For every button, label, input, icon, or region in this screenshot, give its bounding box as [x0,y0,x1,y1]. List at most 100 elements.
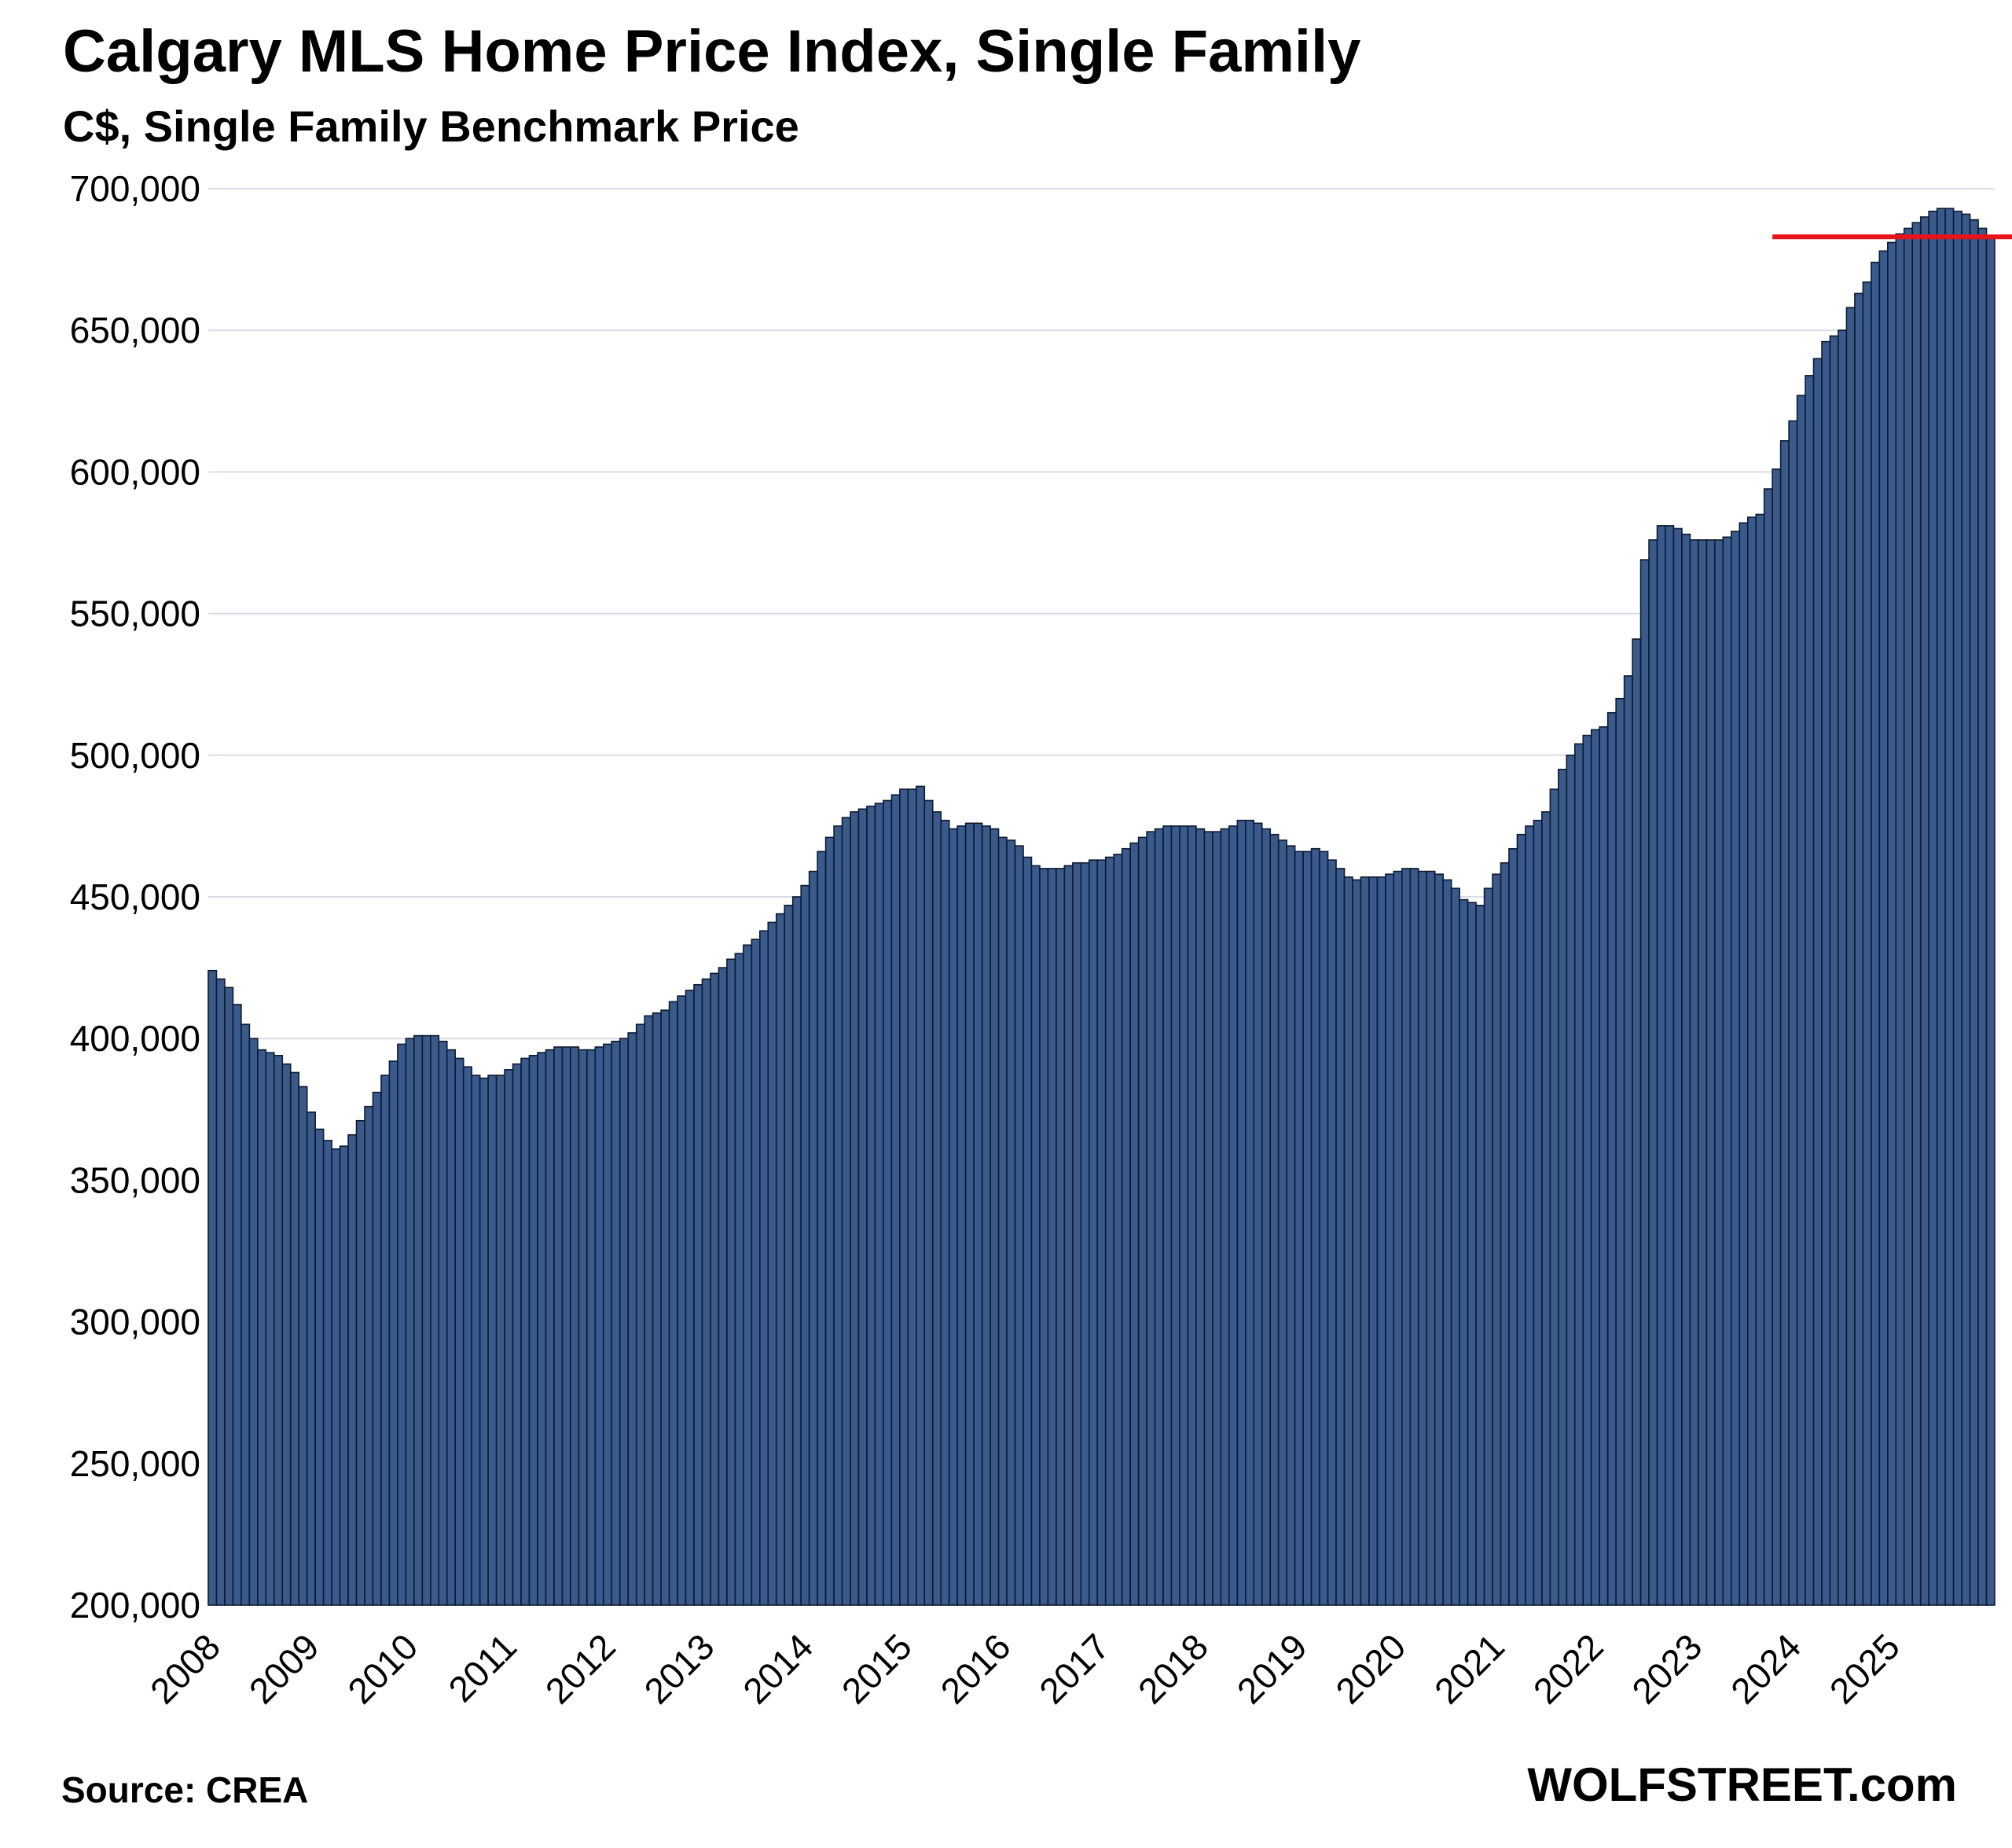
bar [1056,868,1066,1606]
bar [1944,208,1955,1606]
bar [1862,281,1872,1606]
bar [1573,743,1584,1606]
chart-title: Calgary MLS Home Price Index, Single Fam… [63,18,1361,85]
bar [1599,726,1609,1606]
y-tick-label: 650,000 [70,310,200,351]
bar [578,1049,588,1606]
bar [685,990,695,1606]
bar [1936,208,1946,1606]
bar [989,828,1000,1606]
bar [306,1111,316,1606]
bar [364,1105,374,1606]
bar [1376,876,1386,1606]
bar [602,1043,613,1606]
x-tick-label: 2023 [1624,1626,1709,1711]
bar [479,1077,489,1606]
bar [743,944,753,1606]
bar [956,825,967,1606]
source-note: Source: CREA [61,1769,309,1810]
bar [1352,879,1362,1606]
bar [1871,261,1881,1606]
bar [1681,533,1691,1606]
bar [1434,873,1444,1606]
bar [1829,335,1839,1606]
bar [1705,539,1716,1606]
bar [1450,887,1460,1606]
x-tick-label: 2016 [933,1626,1019,1711]
y-tick-label: 450,000 [70,876,200,917]
bar [331,1148,341,1606]
bar [1838,329,1848,1606]
bar [866,805,876,1606]
bar [874,803,884,1606]
bar [841,817,851,1606]
bar [1104,856,1115,1606]
bar [1294,851,1304,1606]
bar [693,983,703,1606]
bar [1508,847,1518,1606]
bar [1623,675,1633,1606]
bar [948,828,958,1606]
bar [495,1075,505,1606]
bar [397,1043,407,1606]
bar [1615,697,1625,1606]
bar [1228,825,1239,1606]
bar [817,851,827,1606]
y-tick-label: 500,000 [70,735,200,776]
bar [1467,902,1477,1606]
bar [767,921,777,1606]
bar [1566,754,1576,1606]
bar [1821,340,1831,1606]
bar [372,1091,382,1606]
bar [1772,468,1782,1606]
bar [850,811,860,1606]
bar [775,913,786,1606]
x-tick-label: 2011 [440,1626,524,1710]
bar [668,1001,678,1606]
bar [1805,375,1815,1606]
bar [347,1133,358,1606]
bar [1746,516,1757,1606]
bar [281,1063,292,1606]
bar [964,822,975,1606]
bar [1672,527,1683,1606]
bar [537,1052,547,1606]
bar [1665,525,1675,1606]
bar [1401,868,1412,1606]
bar [1985,236,1995,1606]
bar [1212,831,1222,1606]
bar [1286,845,1296,1606]
x-tick-label: 2020 [1327,1626,1413,1711]
bar [1179,825,1189,1606]
bar [1632,638,1642,1606]
bar [1755,513,1765,1606]
bar [1656,525,1666,1606]
bar [833,825,843,1606]
bar [1129,842,1140,1606]
bar [1319,851,1329,1606]
bar [512,1063,522,1606]
bar [471,1075,481,1606]
x-tick-label: 2024 [1723,1626,1808,1711]
bar [1558,769,1568,1606]
bar [232,1004,242,1606]
bar [1854,292,1864,1606]
bar [289,1071,300,1606]
bar [1796,395,1806,1606]
bar [248,1038,259,1606]
bar [981,825,991,1606]
bar [1154,828,1164,1606]
bar [973,822,983,1606]
bar [1343,876,1353,1606]
bar [1269,833,1280,1606]
bar [931,811,942,1606]
bar [644,1015,654,1606]
bar [677,995,687,1606]
bar [1310,847,1320,1606]
bar [1162,825,1173,1606]
bar [413,1034,424,1606]
bar [1549,788,1559,1606]
bar [570,1046,580,1606]
bar [1516,833,1526,1606]
bar [1088,859,1099,1606]
